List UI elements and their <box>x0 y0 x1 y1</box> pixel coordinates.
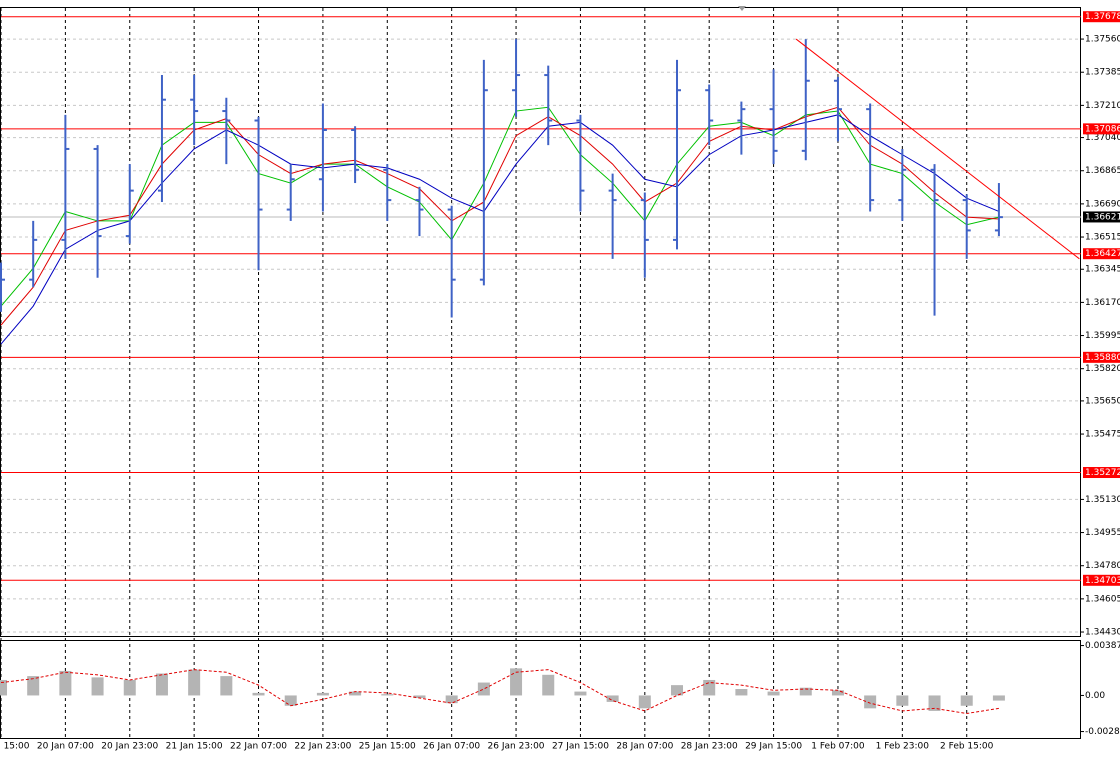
y-tick-label: 1.35995 <box>1085 331 1120 341</box>
last-price-label: 1.36621 <box>1085 212 1120 222</box>
y-tick-label: -0.00280 <box>1085 727 1120 737</box>
x-tick-label: 22 Jan 23:00 <box>294 742 351 752</box>
level-label-box <box>1083 351 1120 363</box>
level-label: 1.35272 <box>1085 468 1120 478</box>
histogram-bar <box>27 676 40 696</box>
x-tick-label: 19 Jan 15:00 <box>0 742 30 752</box>
histogram-bar <box>671 685 684 696</box>
histogram-bar <box>220 676 233 696</box>
y-tick-label: 1.37560 <box>1085 35 1120 45</box>
histogram-bar <box>638 695 651 709</box>
histogram-bar <box>831 690 844 696</box>
x-tick-label: 28 Jan 07:00 <box>616 742 673 752</box>
histogram-bar <box>960 695 973 706</box>
histogram-bar <box>510 668 523 696</box>
y-tick-label: 1.34955 <box>1085 528 1120 538</box>
y-tick-label: 1.34430 <box>1085 628 1120 638</box>
x-tick-label: 22 Jan 07:00 <box>230 742 287 752</box>
histogram-bar <box>864 695 877 709</box>
x-tick-label: 20 Jan 07:00 <box>37 742 94 752</box>
x-tick-label: 28 Jan 23:00 <box>681 742 738 752</box>
x-tick-label: 1 Feb 23:00 <box>876 742 930 752</box>
x-tick-label: 29 Jan 15:00 <box>745 742 802 752</box>
histogram-bar <box>542 674 555 696</box>
x-tick-label: 20 Jan 23:00 <box>101 742 158 752</box>
histogram-bar <box>606 695 619 702</box>
trend-line <box>795 38 1080 260</box>
y-tick-label: 1.36865 <box>1085 166 1120 176</box>
y-tick-label: 0.00387 <box>1085 641 1120 651</box>
x-tick-label: 26 Jan 07:00 <box>423 742 480 752</box>
y-tick-label: 1.34605 <box>1085 594 1120 604</box>
level-label-box <box>1083 574 1120 586</box>
y-tick-label: 1.36515 <box>1085 233 1120 243</box>
level-label: 1.36427 <box>1085 249 1120 259</box>
x-tick-label: 1 Feb 07:00 <box>811 742 865 752</box>
histogram-bar <box>735 689 748 696</box>
y-tick-label: 1.36690 <box>1085 199 1120 209</box>
y-tick-label: 0.00 <box>1085 691 1105 701</box>
histogram-bar <box>381 694 394 696</box>
histogram-bar <box>252 692 265 696</box>
moving-average <box>0 114 1000 345</box>
histogram-bar <box>284 695 297 706</box>
x-tick-label: 21 Jan 15:00 <box>166 742 223 752</box>
level-label-box <box>1083 248 1120 260</box>
last-price-box <box>1083 211 1120 223</box>
moving-average <box>0 106 999 326</box>
level-label: 1.37086 <box>1085 124 1120 134</box>
moving-average <box>0 106 1000 307</box>
histogram-bar <box>574 691 587 696</box>
histogram-bar <box>59 670 72 696</box>
y-tick-label: 1.34780 <box>1085 561 1120 571</box>
y-tick-label: 1.35130 <box>1085 495 1120 505</box>
histogram-bar <box>155 673 168 696</box>
y-tick-label: 1.37385 <box>1085 68 1120 78</box>
histogram-bar <box>992 695 1005 701</box>
histogram-bar <box>91 677 104 696</box>
y-tick-label: 1.35475 <box>1085 430 1120 440</box>
histogram-bar <box>928 695 941 711</box>
histogram-bar <box>316 692 329 696</box>
histogram-bar <box>0 679 7 696</box>
y-tick-label: 1.35820 <box>1085 364 1120 374</box>
y-tick-label: 1.35650 <box>1085 396 1120 406</box>
histogram-bar <box>703 679 716 696</box>
histogram-bar <box>767 691 780 696</box>
histogram-bar <box>188 669 201 696</box>
y-tick-label: 1.37210 <box>1085 101 1120 111</box>
x-tick-label: 27 Jan 15:00 <box>552 742 609 752</box>
histogram-bar <box>477 682 490 696</box>
y-tick-label: 1.36170 <box>1085 298 1120 308</box>
x-tick-label: 26 Jan 23:00 <box>488 742 545 752</box>
signal-line <box>0 669 999 715</box>
level-label-box <box>1083 467 1120 479</box>
histogram-bar <box>799 687 812 696</box>
level-label: 1.37678 <box>1085 12 1120 22</box>
histogram-bar <box>123 679 136 696</box>
shift-marker <box>738 6 746 11</box>
histogram-bar <box>349 691 362 696</box>
level-label: 1.34703 <box>1085 576 1120 586</box>
level-label-box <box>1083 11 1120 23</box>
level-label-box <box>1083 123 1120 135</box>
x-tick-label: 2 Feb 15:00 <box>940 742 994 752</box>
histogram-bar <box>413 695 426 699</box>
x-tick-label: 25 Jan 15:00 <box>359 742 416 752</box>
histogram-bar <box>896 695 909 706</box>
y-tick-label: 1.36345 <box>1085 265 1120 275</box>
y-tick-label: 1.37040 <box>1085 133 1120 143</box>
histogram-bar <box>445 695 458 704</box>
level-label: 1.35880 <box>1085 353 1120 363</box>
